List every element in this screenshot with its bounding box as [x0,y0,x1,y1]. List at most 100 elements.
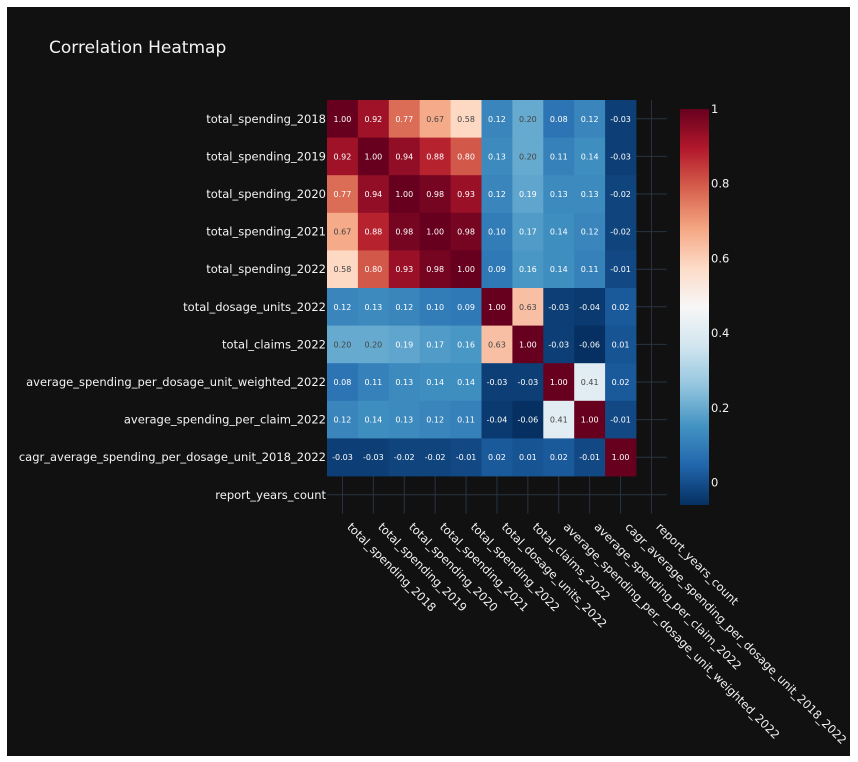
heatmap-cell [543,250,575,289]
cell-value-label: 1.00 [364,152,382,161]
heatmap-cell [481,212,513,251]
heatmap-cell [481,438,513,477]
heatmap-cell [419,288,451,326]
cell-value-label: 0.20 [364,340,382,349]
cell-value-label: 1.00 [334,115,352,124]
heatmap-cell [419,212,451,251]
heatmap-cell [512,288,544,326]
heatmap-cell [543,100,575,138]
cell-value-label: 0.12 [488,115,506,124]
cell-value-label: 0.88 [426,152,444,161]
heatmap-cell [388,212,421,251]
heatmap-cell [450,288,482,326]
heatmap-cell [357,137,390,176]
heatmap-cell [357,363,390,402]
heatmap-cell [574,325,606,364]
heatmap-cell [327,363,359,402]
cell-value-label: 0.17 [426,340,444,349]
heatmap-cell [543,363,575,402]
chart-title: Correlation Heatmap [49,38,226,58]
cell-value-label: 0.93 [395,265,413,274]
heatmap-cell [388,137,421,176]
cell-value-label: -0.04 [487,416,508,425]
heatmap-cell [419,363,451,402]
cell-value-label: 0.16 [457,340,475,349]
cell-value-label: 0.67 [426,115,444,124]
y-tick-label: total_claims_2022 [222,337,326,351]
cell-value-label: -0.03 [332,453,353,462]
heatmap-cell [512,400,544,439]
heatmap-cell [419,325,451,364]
heatmap-cell [388,250,421,289]
heatmap-cell [512,175,544,214]
heatmap-cell [357,100,390,138]
cell-value-label: -0.01 [610,416,631,425]
heatmap-cell [543,400,575,439]
cell-value-label: -0.01 [456,453,477,462]
heatmap-cell [481,325,513,364]
cell-value-label: -0.03 [548,340,569,349]
heatmap-cell [605,100,637,138]
colorbar-tick-label: 0.8 [711,177,729,191]
heatmap-cell [481,363,513,402]
heatmap-cell [450,100,482,138]
heatmap-cell [512,137,544,176]
heatmap-cell [543,325,575,364]
heatmap-cell [543,175,575,214]
heatmap-cell [388,325,421,364]
y-tick-label: total_dosage_units_2022 [183,300,326,314]
heatmap-cell [574,438,606,477]
x-axis-tick-labels: total_spending_2018total_spending_2019to… [344,520,849,747]
heatmap-cell [357,438,390,477]
heatmap-cell [327,325,359,364]
heatmap-cell [357,250,390,289]
cell-value-label: -0.02 [394,453,415,462]
cell-value-label: 0.11 [364,378,382,387]
cell-value-label: 0.13 [395,378,413,387]
cell-value-label: 0.13 [488,152,506,161]
cell-value-label: 0.09 [488,265,506,274]
cell-value-label: 0.08 [334,378,352,387]
heatmap-cell [327,400,359,439]
heatmap-cell [605,288,637,326]
cell-value-label: 0.12 [488,190,506,199]
cell-value-label: 0.19 [519,190,537,199]
cell-value-label: 0.94 [364,190,382,199]
cell-value-label: 0.13 [581,190,599,199]
heatmap-cell-labels: 1.00 0.92 0.77 0.67 0.58 0.12 0.20 0.08 0.12 -0.0… [332,115,631,462]
cell-value-label: -0.03 [610,152,631,161]
heatmap-cell [388,363,421,402]
cell-value-label: 0.63 [519,303,537,312]
y-axis-tick-labels: total_spending_2018 total_spending_2019to… [19,112,327,502]
cell-value-label: -0.03 [610,115,631,124]
heatmap-cell [450,400,482,439]
heatmap-cell [481,400,513,439]
cell-value-label: 0.20 [519,152,537,161]
cell-value-label: 0.98 [395,228,413,237]
heatmap-cell [419,400,451,439]
colorbar-tick-label: 1 [711,102,718,116]
cell-value-label: 0.58 [334,265,352,274]
cell-value-label: 0.01 [612,340,630,349]
cell-value-label: 0.80 [364,265,382,274]
cell-value-label: 0.02 [550,453,568,462]
cell-value-label: 0.14 [550,265,568,274]
cell-value-label: 0.12 [581,228,599,237]
heatmap-cell [605,137,637,176]
colorbar-tick-label: 0.4 [711,326,729,340]
colorbar-tick-label: 0.2 [711,401,729,415]
heatmap-cell [605,175,637,214]
heatmap-cell [327,288,359,326]
cell-value-label: 0.92 [334,152,352,161]
heatmap-cell [357,175,390,214]
cell-value-label: 0.67 [334,228,352,237]
heatmap-cell [574,100,606,138]
heatmap-cell [450,175,482,214]
heatmap-cell [357,288,390,326]
cell-value-label: 0.41 [581,378,599,387]
heatmap-cell [543,212,575,251]
heatmap-cell [574,250,606,289]
cell-value-label: 0.08 [550,115,568,124]
heatmap-cell [450,250,482,289]
cell-value-label: 0.02 [488,453,506,462]
